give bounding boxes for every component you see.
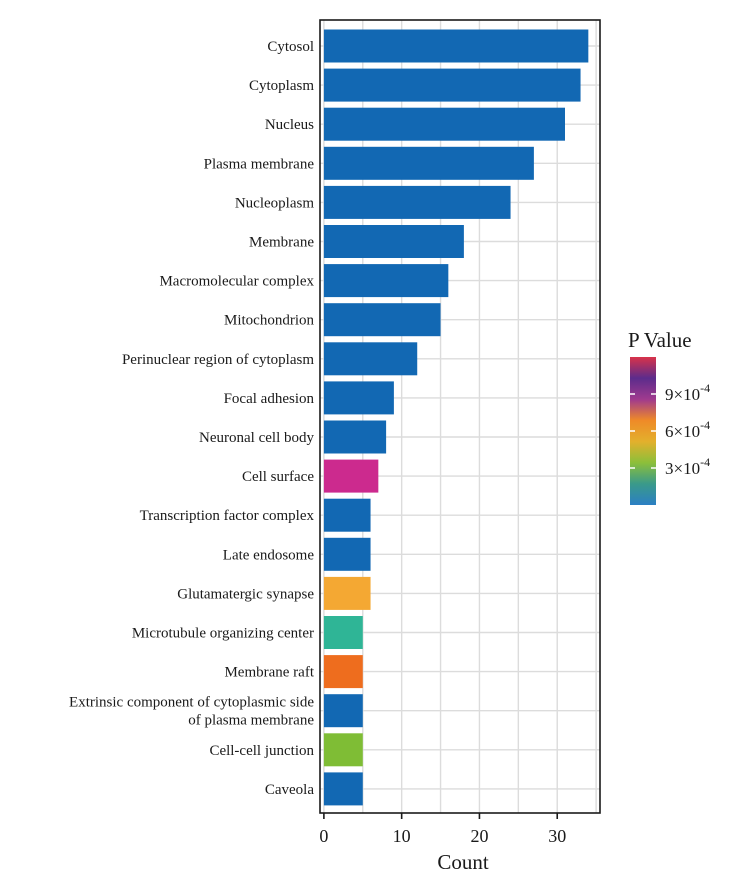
bar bbox=[323, 146, 534, 180]
bar bbox=[323, 616, 363, 649]
bar bbox=[323, 537, 371, 571]
category-label: Macromolecular complex bbox=[159, 274, 314, 290]
category-label: Mitochondrion bbox=[224, 313, 314, 329]
category-label: Plasma membrane bbox=[204, 156, 315, 172]
bar bbox=[323, 107, 565, 141]
bar bbox=[323, 29, 589, 63]
category-label: Glutamatergic synapse bbox=[177, 586, 314, 602]
bar bbox=[323, 264, 449, 298]
category-labels: Cytosol Cytoplasm Nucleus Plasma membrane Nu… bbox=[69, 39, 315, 798]
plot-panel-border bbox=[319, 19, 601, 814]
bar bbox=[323, 420, 387, 454]
x-axis-title: Count bbox=[437, 850, 489, 874]
bar bbox=[323, 185, 511, 219]
x-tick-label: 10 bbox=[393, 826, 411, 846]
category-label: Focal adhesion bbox=[224, 391, 315, 407]
bar bbox=[323, 303, 441, 337]
category-label: Perinuclear region of cytoplasm bbox=[122, 352, 314, 368]
bar bbox=[323, 68, 581, 102]
bar bbox=[323, 459, 379, 493]
bar bbox=[323, 576, 371, 610]
category-label: Late endosome bbox=[223, 547, 315, 563]
category-label: Membrane bbox=[249, 235, 314, 251]
category-label: Cytoplasm bbox=[249, 78, 314, 94]
legend-tick-label: 6×10-4 bbox=[665, 418, 710, 441]
bar bbox=[323, 381, 394, 415]
category-label: Caveola bbox=[265, 782, 314, 798]
legend-tick-label: 3×10-4 bbox=[665, 455, 710, 478]
category-label: Extrinsic component of cytoplasmic side o… bbox=[69, 695, 314, 729]
category-label: Cytosol bbox=[267, 39, 314, 55]
bar bbox=[323, 342, 418, 376]
category-label: Microtubule organizing center bbox=[132, 626, 314, 642]
legend-title: P Value bbox=[628, 328, 692, 352]
x-tick-label: 0 bbox=[319, 826, 328, 846]
legend-tick-label: 9×10-4 bbox=[665, 381, 710, 404]
bar bbox=[323, 498, 371, 532]
x-axis-ticks: 0 10 20 30 bbox=[319, 813, 566, 846]
x-tick-label: 30 bbox=[548, 826, 566, 846]
bars bbox=[323, 29, 589, 806]
bar bbox=[323, 225, 464, 258]
category-label: Transcription factor complex bbox=[140, 508, 315, 524]
p-value-legend: P Value 9×10-4 6×10-4 3×10-4 bbox=[628, 328, 710, 505]
bar bbox=[323, 655, 363, 689]
legend-ticks: 9×10-4 6×10-4 3×10-4 bbox=[630, 381, 710, 478]
bar bbox=[323, 733, 363, 767]
category-label: Nucleus bbox=[265, 117, 314, 133]
category-label: Cell-cell junction bbox=[209, 743, 314, 759]
category-label: Membrane raft bbox=[224, 665, 314, 681]
category-label: Nucleoplasm bbox=[235, 195, 314, 211]
category-label: Cell surface bbox=[242, 469, 314, 485]
bar bbox=[323, 694, 363, 728]
x-tick-label: 20 bbox=[470, 826, 488, 846]
bar bbox=[323, 772, 363, 806]
category-label: Neuronal cell body bbox=[199, 430, 314, 446]
